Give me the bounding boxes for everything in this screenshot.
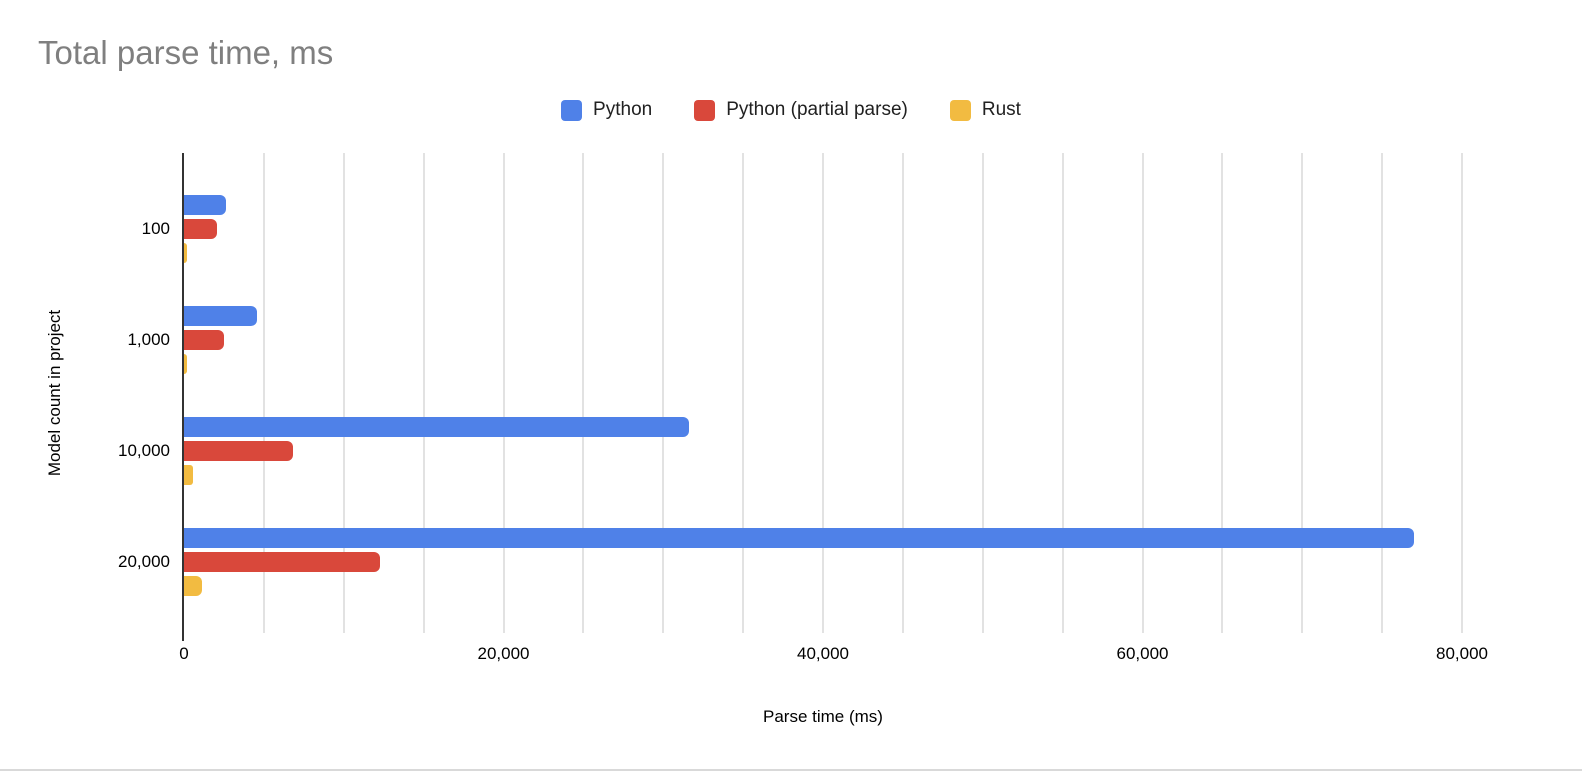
x-axis-title: Parse time (ms) bbox=[763, 707, 883, 726]
x-gridline bbox=[981, 153, 984, 633]
bar-python-10-000[interactable] bbox=[184, 417, 689, 437]
x-gridline bbox=[1141, 153, 1144, 633]
legend-item-python-partial-parse[interactable]: Python (partial parse) bbox=[694, 99, 908, 121]
x-tick-label-60-000: 60,000 bbox=[1116, 644, 1169, 663]
x-gridline bbox=[742, 153, 745, 633]
y-tick-label-10-000: 10,000 bbox=[118, 441, 170, 460]
x-gridline bbox=[1381, 153, 1384, 633]
x-gridline bbox=[422, 153, 425, 633]
bar-rust-20-000[interactable] bbox=[184, 576, 203, 596]
y-axis-line bbox=[182, 153, 184, 641]
plot-area bbox=[182, 153, 1463, 641]
x-gridline bbox=[582, 153, 585, 633]
x-gridline bbox=[1221, 153, 1224, 633]
legend-label-python-partial-parse: Python (partial parse) bbox=[726, 99, 908, 120]
x-tick-label-0: 0 bbox=[179, 644, 189, 663]
x-tick-label-40-000: 40,000 bbox=[797, 644, 849, 663]
x-gridline bbox=[1461, 153, 1463, 633]
bar-rust-100[interactable] bbox=[184, 243, 187, 263]
bar-python-1-000[interactable] bbox=[184, 306, 258, 326]
legend-label-python: Python bbox=[593, 99, 653, 120]
y-tick-label-20-000: 20,000 bbox=[118, 552, 170, 571]
bar-rust-1-000[interactable] bbox=[184, 354, 187, 374]
x-gridline bbox=[901, 153, 904, 633]
legend-item-python[interactable]: Python bbox=[561, 99, 652, 121]
x-gridline bbox=[662, 153, 665, 633]
page-bottom-border bbox=[0, 769, 1582, 771]
bar-python-20-000[interactable] bbox=[184, 528, 1415, 548]
x-tick-label-20-000: 20,000 bbox=[477, 644, 530, 663]
y-tick-label-1-000: 1,000 bbox=[127, 330, 170, 349]
legend: Python Python (partial parse) Rust bbox=[0, 99, 1582, 121]
x-gridline bbox=[342, 153, 345, 633]
x-gridline bbox=[822, 153, 824, 633]
bar-python-partial-parse-20-000[interactable] bbox=[184, 552, 380, 572]
legend-swatch-python-partial-parse bbox=[694, 99, 716, 121]
x-gridline bbox=[1061, 153, 1064, 633]
bar-python-partial-parse-10-000[interactable] bbox=[184, 441, 293, 461]
legend-swatch-python bbox=[561, 99, 583, 121]
legend-item-rust[interactable]: Rust bbox=[949, 99, 1021, 121]
x-gridline bbox=[502, 153, 505, 633]
x-gridline bbox=[1301, 153, 1304, 633]
bar-python-100[interactable] bbox=[184, 195, 226, 215]
legend-label-rust: Rust bbox=[981, 99, 1021, 120]
x-tick-label-80-000: 80,000 bbox=[1436, 644, 1488, 663]
y-tick-label-100: 100 bbox=[141, 219, 170, 238]
bar-python-partial-parse-1-000[interactable] bbox=[184, 330, 224, 350]
bar-python-partial-parse-100[interactable] bbox=[184, 219, 217, 239]
chart-title: Total parse time, ms bbox=[38, 34, 334, 71]
x-gridline bbox=[262, 153, 265, 633]
legend-swatch-rust bbox=[949, 99, 971, 121]
bar-rust-10-000[interactable] bbox=[184, 465, 194, 485]
